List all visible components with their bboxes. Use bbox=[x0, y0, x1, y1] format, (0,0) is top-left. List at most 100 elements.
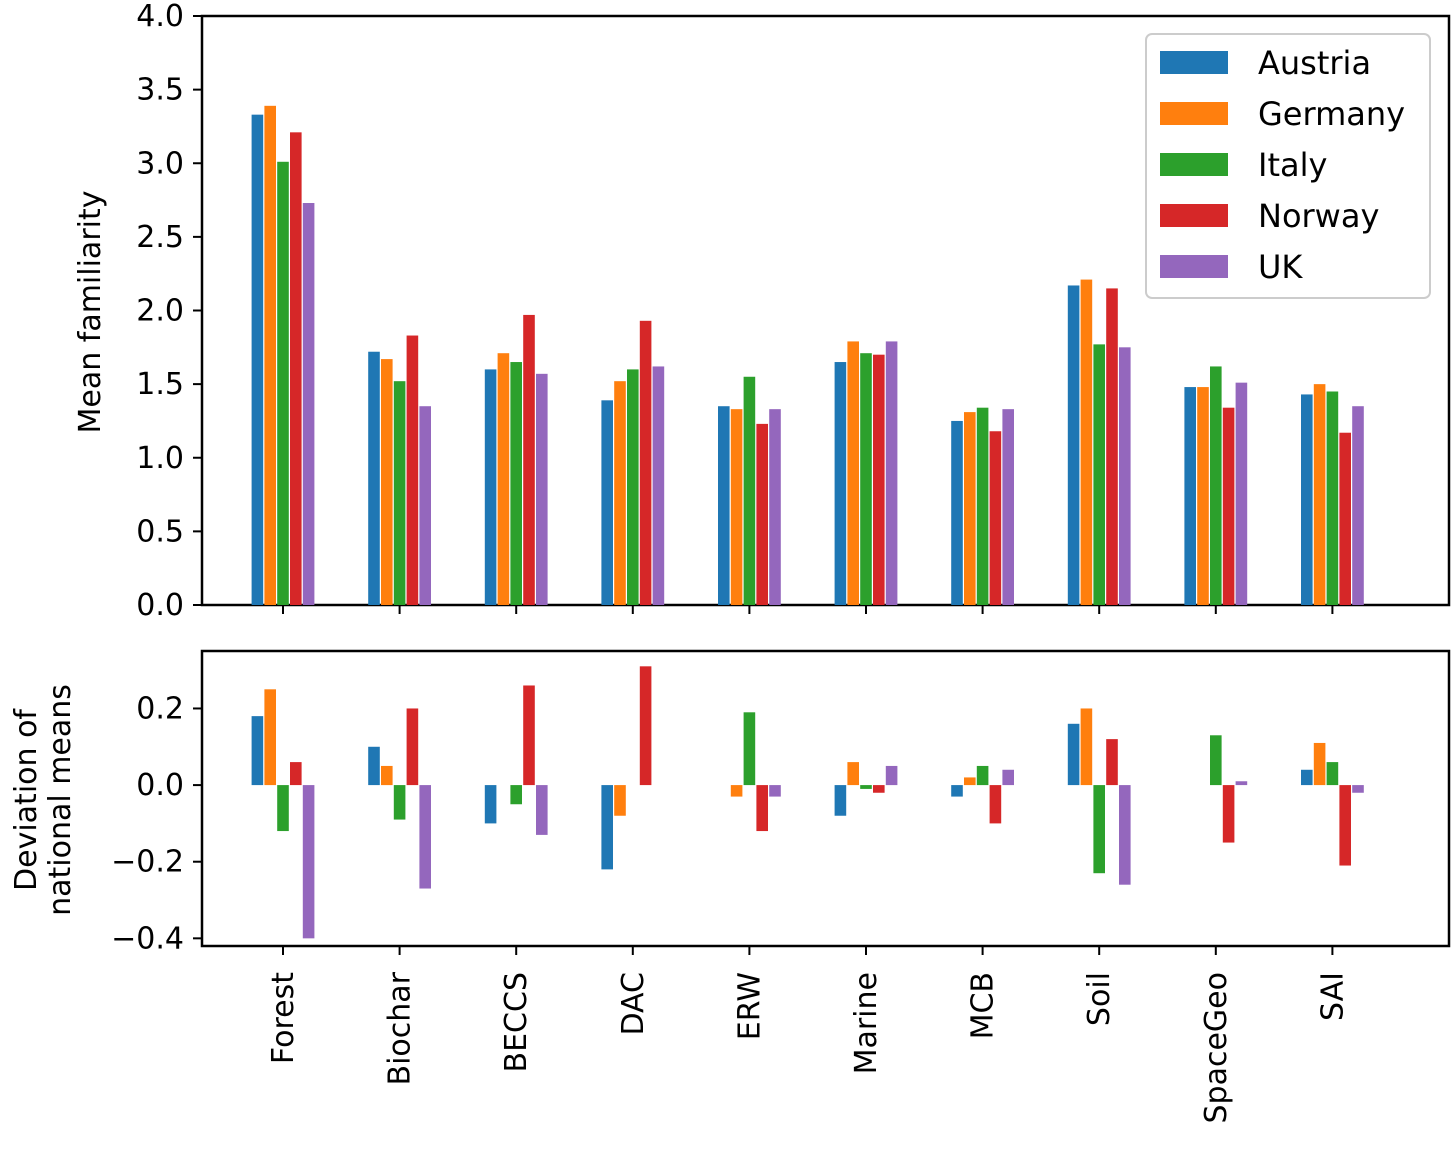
legend-label-norway: Norway bbox=[1258, 197, 1379, 235]
category-label-dac: DAC bbox=[616, 972, 651, 1036]
bottom-bar-marine-norway bbox=[873, 785, 885, 793]
bottom-bar-mcb-austria bbox=[951, 785, 963, 797]
category-label-soil: Soil bbox=[1082, 972, 1117, 1026]
top-bar-marine-italy bbox=[860, 353, 872, 605]
bottom-ylabel: Deviation ofnational means bbox=[9, 684, 78, 916]
bottom-bar-soil-germany bbox=[1080, 708, 1093, 786]
bottom-bar-erw-uk bbox=[769, 785, 781, 797]
bottom-ylabel-line: Deviation of bbox=[9, 708, 44, 891]
bottom-bar-sai-germany bbox=[1313, 742, 1326, 786]
top-bar-beccs-italy bbox=[510, 362, 522, 605]
top-bar-biochar-austria bbox=[368, 351, 380, 605]
bottom-bar-spacegeo-norway bbox=[1222, 785, 1235, 843]
category-label-forest: Forest bbox=[266, 972, 301, 1064]
top-bar-mcb-germany bbox=[964, 412, 976, 605]
top-bar-spacegeo-germany bbox=[1197, 387, 1209, 605]
bottom-bar-mcb-germany bbox=[964, 777, 976, 786]
top-bar-forest-uk bbox=[302, 203, 315, 605]
top-bar-biochar-norway bbox=[406, 335, 419, 605]
top-ytick-label: 3.0 bbox=[136, 146, 184, 181]
bottom-bar-erw-germany bbox=[730, 785, 743, 797]
bottom-bar-forest-italy bbox=[277, 785, 289, 832]
top-bar-beccs-germany bbox=[497, 353, 510, 605]
bottom-bar-mcb-uk bbox=[1002, 769, 1014, 786]
top-bar-mcb-italy bbox=[976, 407, 989, 605]
bottom-ytick-label: 0.0 bbox=[136, 768, 184, 803]
top-bar-dac-germany bbox=[614, 381, 626, 605]
bottom-bar-mcb-norway bbox=[989, 785, 1002, 824]
top-bar-marine-norway bbox=[873, 354, 885, 605]
bottom-bar-beccs-uk bbox=[536, 785, 548, 835]
bottom-ytick-label: 0.2 bbox=[136, 691, 184, 726]
top-bar-biochar-germany bbox=[381, 359, 393, 605]
top-bar-sai-germany bbox=[1313, 384, 1326, 606]
top-bar-soil-germany bbox=[1080, 279, 1093, 605]
bottom-bar-biochar-germany bbox=[381, 765, 393, 786]
bottom-bar-soil-italy bbox=[1093, 785, 1105, 874]
bottom-bar-spacegeo-uk bbox=[1235, 781, 1248, 786]
bottom-bar-biochar-austria bbox=[368, 746, 380, 786]
legend: Austria Germany Italy Norway UK bbox=[1145, 33, 1431, 299]
top-bar-spacegeo-norway bbox=[1222, 407, 1235, 605]
top-bar-forest-germany bbox=[264, 105, 276, 605]
top-bar-erw-austria bbox=[718, 406, 730, 605]
bottom-bar-beccs-norway bbox=[523, 685, 535, 786]
bottom-ytick-label: −0.4 bbox=[111, 921, 184, 956]
legend-swatch-austria bbox=[1160, 51, 1228, 74]
bottom-bar-forest-austria bbox=[251, 716, 264, 786]
bottom-bar-marine-italy bbox=[860, 785, 872, 789]
bottom-bar-biochar-uk bbox=[419, 785, 431, 889]
legend-label-italy: Italy bbox=[1258, 146, 1327, 184]
top-bar-marine-austria bbox=[834, 362, 847, 605]
bottom-bar-forest-uk bbox=[302, 785, 315, 939]
bottom-bar-sai-uk bbox=[1352, 785, 1364, 793]
bottom-ylabel-line: national means bbox=[43, 684, 78, 916]
top-bar-forest-norway bbox=[290, 132, 302, 605]
bottom-bar-soil-austria bbox=[1067, 723, 1080, 786]
legend-label-austria: Austria bbox=[1258, 44, 1371, 82]
category-label-spacegeo: SpaceGeo bbox=[1199, 972, 1234, 1123]
top-ytick-label: 1.0 bbox=[136, 441, 184, 476]
top-bar-biochar-italy bbox=[393, 381, 406, 605]
bottom-bar-marine-uk bbox=[885, 765, 898, 786]
top-ylabel: Mean familiarity bbox=[73, 190, 108, 433]
category-label-erw: ERW bbox=[732, 972, 767, 1040]
top-bar-spacegeo-italy bbox=[1210, 366, 1222, 605]
bottom-bar-erw-norway bbox=[756, 785, 768, 832]
top-bar-dac-italy bbox=[627, 369, 639, 605]
top-panel: 0.0 0.5 1.0 1.5 2.0 2.5 3.0 3.5 4.0 Mean familiar… bbox=[73, 0, 1451, 623]
bottom-bar-mcb-italy bbox=[976, 765, 989, 786]
top-bar-sai-austria bbox=[1301, 394, 1313, 605]
bottom-ytick-label: −0.2 bbox=[111, 845, 184, 880]
top-ytick-label: 2.5 bbox=[136, 220, 184, 255]
top-bar-marine-germany bbox=[847, 341, 859, 605]
top-bar-forest-italy bbox=[277, 161, 289, 605]
bottom-frame bbox=[200, 649, 1451, 948]
top-bar-spacegeo-uk bbox=[1235, 382, 1248, 605]
top-bar-mcb-norway bbox=[989, 431, 1002, 605]
legend-swatch-uk bbox=[1160, 255, 1228, 278]
bottom-bar-sai-austria bbox=[1301, 769, 1313, 786]
category-label-sai: SAI bbox=[1315, 972, 1350, 1021]
bottom-bar-forest-germany bbox=[264, 689, 276, 786]
top-bar-sai-italy bbox=[1326, 391, 1339, 605]
top-bar-erw-germany bbox=[730, 409, 743, 605]
top-ytick-label: 2.0 bbox=[136, 294, 184, 329]
legend-label-germany: Germany bbox=[1258, 95, 1405, 133]
top-bar-erw-uk bbox=[769, 409, 781, 605]
top-bar-forest-austria bbox=[251, 114, 264, 605]
top-bar-dac-uk bbox=[652, 366, 665, 605]
top-ytick-label: 0.5 bbox=[136, 514, 184, 549]
bottom-bar-erw-italy bbox=[743, 712, 756, 786]
legend-swatch-germany bbox=[1160, 102, 1228, 125]
top-bar-mcb-uk bbox=[1002, 409, 1014, 605]
bottom-bar-biochar-norway bbox=[406, 708, 419, 786]
top-bar-dac-austria bbox=[601, 400, 613, 605]
top-bar-spacegeo-austria bbox=[1184, 387, 1196, 605]
category-labels: Forest Biochar BECCS DAC ERW Marine MCB Soil Spa… bbox=[266, 971, 1350, 1123]
bottom-bar-dac-austria bbox=[601, 785, 613, 870]
top-bar-beccs-austria bbox=[484, 369, 497, 605]
top-ytick-label: 1.5 bbox=[136, 367, 184, 402]
top-bar-erw-italy bbox=[743, 376, 756, 605]
top-bar-soil-italy bbox=[1093, 344, 1105, 605]
